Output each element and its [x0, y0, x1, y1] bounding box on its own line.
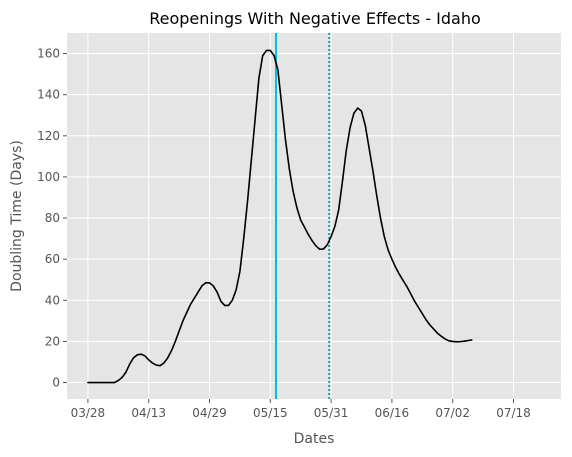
y-tick-label: 20 — [45, 334, 60, 348]
x-tick-label: 04/29 — [192, 406, 227, 420]
y-tick-label: 160 — [37, 47, 60, 61]
y-tick-label: 80 — [45, 211, 60, 225]
x-tick-label: 05/31 — [314, 406, 349, 420]
x-tick-label: 06/16 — [375, 406, 410, 420]
plot-area — [67, 33, 561, 399]
y-axis-ticks: 0 20 40 60 80 100 120 140 160 — [37, 47, 67, 390]
x-tick-label: 07/02 — [435, 406, 470, 420]
y-tick-label: 60 — [45, 252, 60, 266]
y-tick-label: 120 — [37, 129, 60, 143]
series-line — [87, 49, 473, 384]
reference-lines — [275, 33, 331, 399]
chart-title: Reopenings With Negative Effects - Idaho — [149, 9, 481, 28]
y-tick-label: 140 — [37, 88, 60, 102]
series-group — [87, 49, 473, 384]
x-axis-ticks: 03/28 04/13 04/29 05/15 05/31 06/16 07/02 07/18 — [71, 399, 531, 420]
x-tick-label: 07/18 — [496, 406, 531, 420]
y-tick-label: 100 — [37, 170, 60, 184]
grid — [67, 33, 561, 399]
y-tick-label: 40 — [45, 293, 60, 307]
x-tick-label: 04/13 — [131, 406, 166, 420]
x-tick-label: 05/15 — [253, 406, 288, 420]
x-axis-label: Dates — [294, 431, 335, 447]
y-tick-label: 0 — [52, 376, 60, 390]
y-axis-label: Doubling Time (Days) — [9, 140, 25, 292]
x-tick-label: 03/28 — [71, 406, 106, 420]
